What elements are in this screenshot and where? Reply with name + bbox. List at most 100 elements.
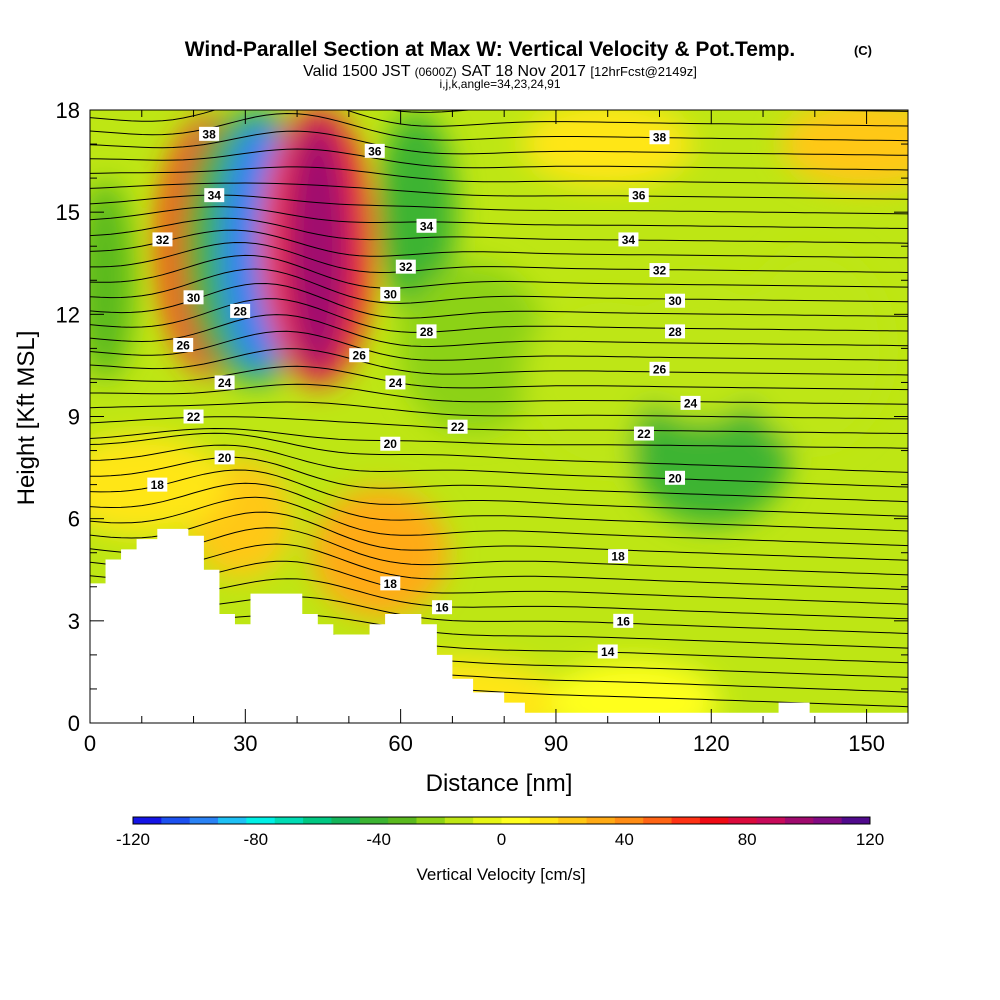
isentrope-line (90, 560, 908, 605)
isentrope-line (90, 330, 908, 361)
subtitle-utc: (0600Z) (415, 65, 457, 79)
isentrope-label-box (680, 395, 701, 410)
isentrope-label-box (665, 470, 686, 485)
x-tick-label: 90 (544, 731, 568, 756)
isentrope-label-box (349, 348, 370, 363)
isentrope-label-box (214, 375, 235, 390)
isentrope-line (90, 401, 908, 420)
isentrope-label-text: 28 (668, 325, 682, 339)
isentrope-label: 22 (633, 426, 654, 441)
isentrope-label: 32 (152, 232, 173, 247)
isentrope-label: 18 (608, 549, 629, 564)
isentrope-label: 36 (364, 143, 385, 158)
isentrope-label: 38 (649, 130, 670, 145)
isentrope-label-box (665, 293, 686, 308)
isentrope-line (90, 254, 908, 289)
y-tick-label: 18 (56, 98, 80, 123)
velocity-region-10 (399, 263, 548, 434)
velocity-region-6 (283, 116, 352, 377)
colorbar-swatch (444, 817, 474, 824)
colorbar-swatch (756, 817, 786, 824)
isentrope-line (90, 130, 908, 156)
colorbar: -120 -80 -40 0 40 80 120 (116, 816, 884, 849)
isentrope-line (90, 383, 908, 405)
isentrope-label-text: 36 (632, 189, 646, 203)
velocity-region-16 (522, 110, 694, 187)
isentrope-label-box (613, 613, 634, 628)
isentrope-line (90, 527, 908, 576)
isentrope-label-text: 26 (177, 338, 191, 352)
chart-title: Wind-Parallel Section at Max W: Vertical… (185, 38, 796, 61)
colorbar-swatch (614, 817, 644, 824)
colorbar-swatch (671, 817, 701, 824)
isentrope-line (90, 432, 908, 473)
isentrope-label: 14 (597, 644, 618, 659)
colorbar-tick-label: -120 (116, 830, 150, 849)
isentrope-label-text: 26 (653, 362, 667, 376)
isentrope-label-box (628, 188, 649, 203)
colorbar-swatch (643, 817, 673, 824)
colorbar-frame (132, 816, 871, 825)
colorbar-swatch (586, 817, 616, 824)
y-tick-label: 3 (68, 609, 80, 634)
isentrope-label-text: 30 (384, 287, 398, 301)
isentrope-label-text: 22 (187, 410, 201, 424)
isentrope-label-text: 24 (684, 396, 698, 410)
isentrope-label-text: 22 (451, 420, 465, 434)
isentrope-label-text: 20 (384, 437, 398, 451)
isentrope-label-text: 18 (384, 577, 398, 591)
velocity-region-0 (90, 180, 134, 381)
isentrope-label: 18 (147, 477, 168, 492)
isentrope-line (90, 496, 908, 547)
isentrope-line (90, 596, 908, 634)
y-tick-label: 15 (56, 200, 80, 225)
isentrope-label-text: 20 (668, 471, 682, 485)
isentrope-label-box (665, 324, 686, 339)
isentrope-label-box (380, 436, 401, 451)
isentrope-label: 16 (432, 600, 453, 615)
colorbar-tick-label: -80 (244, 830, 269, 849)
isentrope-label: 28 (665, 324, 686, 339)
colorbar-swatch (813, 817, 843, 824)
isentrope-label-box (597, 644, 618, 659)
isentrope-label-text: 34 (420, 219, 434, 233)
isentrope-line (90, 365, 908, 391)
isentrope-label-text: 24 (218, 376, 232, 390)
colorbar-swatch (529, 817, 559, 824)
y-axis-label: Height [Kft MSL] (13, 331, 40, 506)
colorbar-tick-label: -40 (366, 830, 391, 849)
isentrope-line (90, 268, 908, 304)
subtitle-forecast: [12hrFcst@2149z] (590, 64, 696, 79)
isentrope-label: 30 (665, 293, 686, 308)
isentrope-label-box (416, 218, 437, 233)
isentrope-label-box (385, 375, 406, 390)
isentrope-label-text: 18 (151, 478, 165, 492)
isentrope-line (90, 112, 908, 142)
x-tick-label: 120 (693, 731, 730, 756)
isentrope-label: 20 (665, 470, 686, 485)
isentrope-line (90, 469, 908, 517)
isentrope-label-box (380, 576, 401, 591)
colorbar-tick-label: 80 (738, 830, 757, 849)
isentrope-line (90, 314, 908, 348)
isentrope-label-text: 14 (601, 645, 615, 659)
velocity-region-17 (90, 434, 228, 535)
colorbar-swatch (728, 817, 758, 824)
isentrope-line (90, 298, 908, 333)
isentrope-label-box (214, 450, 235, 465)
colorbar-swatch (416, 817, 446, 824)
isentrope-label-text: 28 (420, 325, 434, 339)
chart-title-mark: (C) (854, 43, 872, 58)
x-axis: 0 30 60 90 120 150 (84, 110, 885, 756)
colorbar-tick-label: 120 (856, 830, 884, 849)
colorbar-swatch (784, 817, 814, 824)
isentrope-label-box (230, 303, 251, 318)
isentrope-label-box (364, 143, 385, 158)
isentrope-line (90, 482, 908, 532)
isentrope-label: 28 (416, 324, 437, 339)
isentrope-label-text: 30 (187, 291, 201, 305)
isentrope-label-box (173, 337, 194, 352)
colorbar-swatch (473, 817, 502, 824)
isentrope-labels: 14 16 16 18 18 18 20 20 20 22 22 22 24 24 24 26 26 26 28 28… (147, 126, 701, 659)
